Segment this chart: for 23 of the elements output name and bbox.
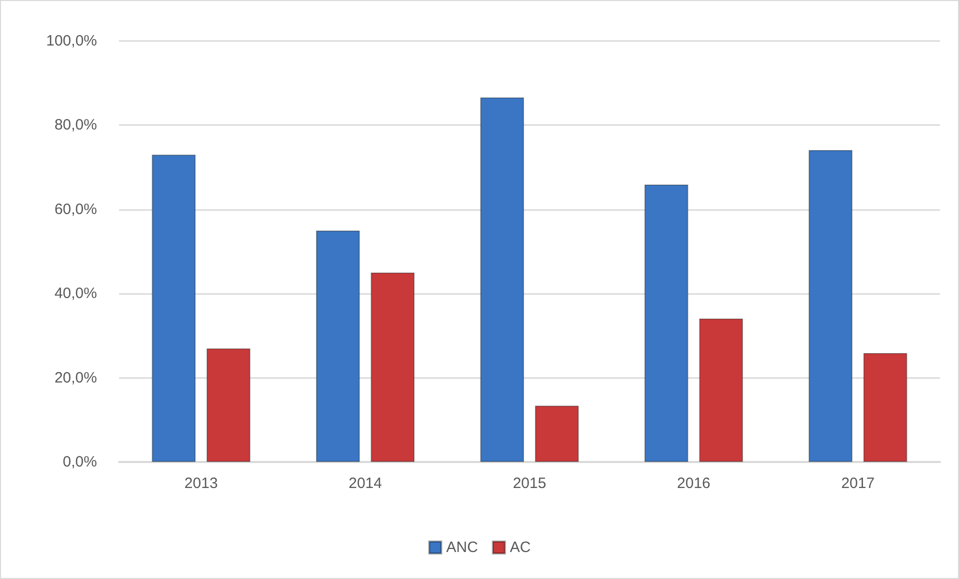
legend-label: AC [510, 539, 531, 556]
bar [863, 352, 908, 462]
bar [534, 406, 579, 462]
bar [370, 272, 415, 462]
y-tick-label: 40,0% [54, 285, 97, 302]
legend-label: ANC [446, 539, 478, 556]
bar [644, 184, 688, 462]
y-tick-label: 60,0% [54, 200, 97, 218]
x-tick-label: 2014 [348, 475, 382, 492]
bar [808, 150, 852, 462]
bar [206, 348, 250, 462]
bar [480, 97, 524, 462]
y-tick-label: 100,0% [46, 32, 97, 50]
bar [316, 230, 360, 462]
x-tick-label: 2015 [512, 475, 546, 492]
y-tick-label: 80,0% [54, 116, 97, 134]
x-tick-label: 2016 [677, 475, 710, 492]
x-tick-label: 2013 [184, 475, 218, 492]
bar [152, 154, 196, 462]
y-tick-label: 20,0% [54, 369, 97, 386]
bar [699, 318, 743, 462]
x-tick-label: 2017 [841, 475, 875, 492]
y-tick-label: 0,0% [62, 454, 97, 470]
